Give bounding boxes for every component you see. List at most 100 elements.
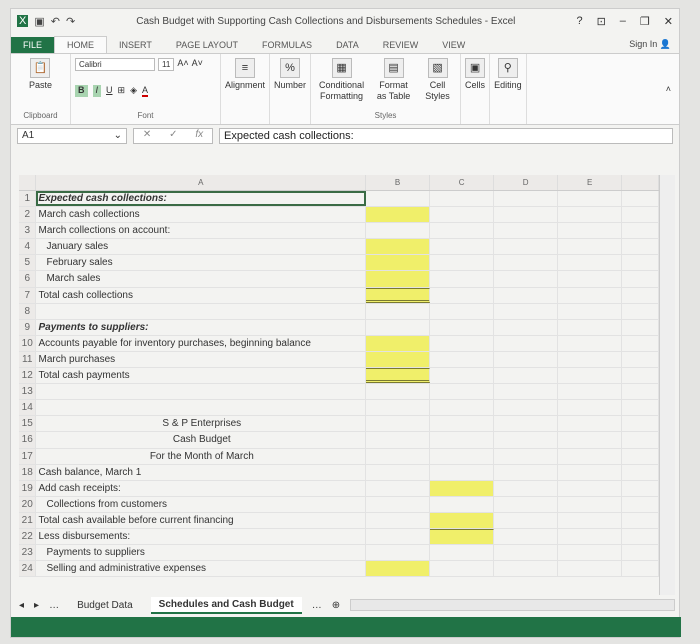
cell-c24[interactable] [430, 561, 495, 577]
cell-f22[interactable] [622, 528, 659, 545]
cell-f21[interactable] [622, 512, 659, 528]
row-header[interactable]: 5 [19, 255, 37, 271]
format-as-table-button[interactable]: ▤ Format as Table [374, 58, 414, 102]
column-header-b[interactable]: B [366, 175, 431, 190]
collapse-ribbon-icon[interactable]: ˄ [665, 84, 671, 94]
cell-c20[interactable] [430, 496, 495, 512]
cell-f24[interactable] [622, 561, 660, 577]
cell-f19[interactable] [622, 480, 659, 496]
cell-f1[interactable] [622, 191, 659, 207]
cell-d24[interactable] [494, 561, 559, 577]
row-header[interactable]: 23 [19, 545, 37, 561]
cell-f9[interactable] [622, 319, 659, 335]
cell-b10[interactable] [366, 335, 431, 351]
tab-review[interactable]: REVIEW [382, 40, 419, 50]
cell-a13[interactable] [36, 384, 367, 400]
close-icon[interactable]: ✕ [663, 15, 673, 28]
cell-d20[interactable] [494, 496, 559, 512]
cell-d7[interactable] [494, 287, 559, 303]
cell-a22[interactable]: Less disbursements: [36, 528, 367, 545]
cells-button[interactable]: ▣ Cells [461, 54, 491, 124]
column-header-c[interactable]: C [430, 175, 495, 190]
cell-a6[interactable]: March sales [36, 271, 367, 287]
row-header[interactable]: 2 [19, 207, 37, 223]
decrease-font-icon[interactable]: A˅ [191, 58, 203, 68]
cell-a12[interactable]: Total cash payments [36, 368, 367, 384]
cell-a7[interactable]: Total cash collections [36, 287, 367, 303]
row-header[interactable]: 6 [19, 271, 37, 287]
cell-e21[interactable] [558, 512, 623, 528]
cell-b15[interactable] [366, 416, 431, 432]
row-header[interactable]: 17 [19, 448, 37, 464]
tab-page-layout[interactable]: PAGE LAYOUT [175, 40, 239, 50]
cell-d19[interactable] [494, 480, 559, 496]
cell-c22[interactable] [430, 528, 495, 545]
row-header[interactable]: 1 [19, 191, 37, 207]
cell-e8[interactable] [558, 303, 623, 319]
insert-function-button[interactable]: fx [195, 129, 204, 140]
conditional-formatting-button[interactable]: ▦ Conditional Formatting [316, 58, 368, 102]
sheet-tab-schedules[interactable]: Schedules and Cash Budget [150, 596, 302, 614]
cell-d6[interactable] [494, 271, 559, 287]
tab-home[interactable]: HOME [54, 36, 108, 53]
sign-in-label[interactable]: Sign In [629, 39, 658, 49]
formula-input[interactable]: Expected cash collections: [219, 128, 673, 144]
cell-c5[interactable] [430, 255, 495, 271]
cell-c9[interactable] [430, 319, 495, 335]
cell-f5[interactable] [622, 255, 660, 271]
row-header[interactable]: 13 [19, 384, 37, 400]
row-header[interactable]: 3 [19, 223, 37, 239]
column-header-d[interactable]: D [494, 175, 559, 190]
cell-e9[interactable] [558, 319, 623, 335]
column-header-a[interactable]: A [36, 175, 367, 190]
cell-e11[interactable] [558, 351, 623, 368]
alignment-button[interactable]: ≡ Alignment [221, 54, 271, 124]
cell-e1[interactable] [558, 191, 623, 207]
row-header[interactable]: 22 [19, 528, 37, 545]
cell-b5[interactable] [366, 255, 431, 271]
cell-e6[interactable] [558, 271, 623, 287]
cell-c4[interactable] [430, 239, 495, 255]
row-header[interactable]: 12 [19, 368, 37, 384]
cell-e2[interactable] [558, 207, 623, 223]
cell-b24[interactable] [366, 561, 431, 577]
cell-b17[interactable] [366, 448, 431, 464]
restore-icon[interactable]: ❐ [639, 15, 650, 28]
increase-font-icon[interactable]: A˄ [177, 58, 189, 68]
cell-a2[interactable]: March cash collections [36, 207, 367, 223]
cell-a14[interactable] [36, 400, 367, 416]
cell-a15[interactable]: S & P Enterprises [36, 416, 367, 432]
cell-b13[interactable] [366, 384, 431, 400]
cell-e13[interactable] [558, 384, 623, 400]
cell-b16[interactable] [366, 432, 431, 448]
cell-b4[interactable] [366, 239, 431, 255]
cell-c15[interactable] [430, 416, 495, 432]
cell-e23[interactable] [558, 545, 623, 561]
tab-formulas[interactable]: FORMULAS [262, 40, 313, 50]
spreadsheet-grid[interactable]: A B C D E 1 Expected cash collections: 2… [19, 175, 660, 578]
cell-a3[interactable]: March collections on account: [36, 223, 367, 239]
enter-icon[interactable]: ✓ [169, 129, 178, 140]
cell-f6[interactable] [622, 271, 660, 287]
cell-e17[interactable] [558, 448, 623, 464]
minimize-icon[interactable]: – [619, 14, 626, 27]
cell-b18[interactable] [366, 464, 431, 480]
cell-b19[interactable] [366, 480, 431, 496]
cell-c3[interactable] [430, 223, 495, 239]
cell-d16[interactable] [494, 432, 559, 448]
cell-b1[interactable] [366, 191, 431, 207]
cell-e10[interactable] [558, 335, 623, 351]
cell-c6[interactable] [430, 271, 495, 287]
cell-d12[interactable] [494, 368, 559, 384]
underline-button[interactable]: U [106, 85, 113, 95]
cell-a17[interactable]: For the Month of March [36, 448, 367, 464]
cell-c13[interactable] [430, 384, 495, 400]
cell-c10[interactable] [430, 335, 495, 351]
row-header[interactable]: 4 [19, 239, 37, 255]
cell-c23[interactable] [430, 545, 495, 561]
cell-e14[interactable] [558, 400, 623, 416]
cell-d22[interactable] [494, 528, 559, 545]
cell-d5[interactable] [494, 255, 559, 271]
cell-d21[interactable] [494, 512, 559, 528]
cell-f15[interactable] [622, 416, 659, 432]
